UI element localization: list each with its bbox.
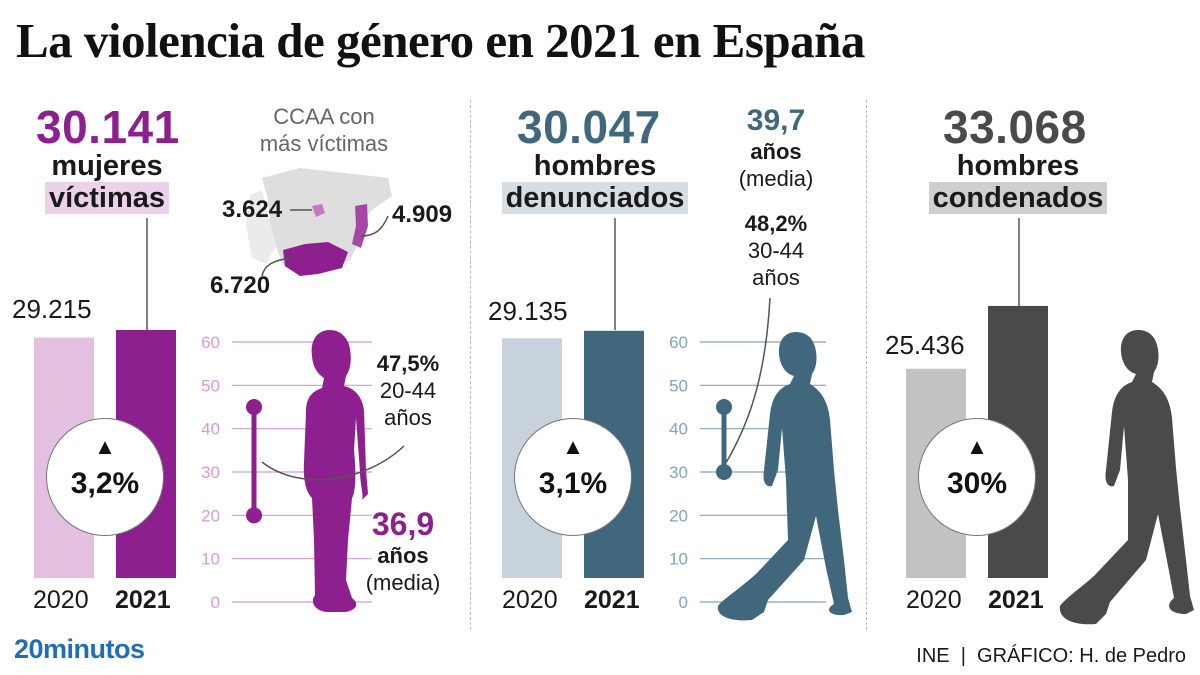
victims-total: 30.141 (36, 101, 180, 153)
map-value-madrid: 3.624 (222, 196, 283, 223)
victims-mean-label: (media) (365, 570, 441, 595)
reported-mean-note: 39,7 años (media) (728, 104, 824, 192)
reported-range-unit: años (752, 265, 800, 290)
victims-range-annotation-line (261, 445, 405, 481)
reported-range-note: 48,2% 30-44 años (728, 210, 824, 291)
victims-age-axis-tick-label: 10 (201, 550, 220, 569)
woman-silhouette (303, 330, 368, 612)
victims-mean-unit: años (377, 543, 429, 568)
convicted-label: hombres condenados (918, 150, 1118, 214)
reported-age-axis-tick-label: 30 (669, 463, 688, 482)
reported-range-annotation-line (723, 297, 771, 467)
reported-age-range-endpoint (716, 399, 732, 415)
victims-age-range-endpoint (246, 399, 262, 415)
convicted-total: 33.068 (943, 101, 1087, 153)
up-arrow-icon: ▲ (966, 434, 988, 459)
reported-mean-unit: años (750, 139, 802, 164)
man-silhouette-reported (717, 332, 852, 621)
victims-range-pct: 47,5% (376, 351, 440, 376)
map-value-valencia: 4.909 (392, 201, 453, 228)
victims-mean-note: 36,9 años (media) (350, 506, 456, 596)
convicted-label-line2: condenados (928, 182, 1108, 214)
map-title-line2: más víctimas (259, 131, 389, 156)
victims-age-axis-tick-label: 30 (201, 463, 220, 482)
victims-mean-value: 36,9 (371, 506, 435, 542)
man-silhouette-convicted (1059, 330, 1194, 625)
victims-age-axis-tick-label: 40 (201, 420, 220, 439)
reported-age-axis-tick-label: 10 (669, 550, 688, 569)
reported-range-pct: 48,2% (744, 211, 808, 236)
reported-age-axis-tick-label: 0 (679, 593, 688, 612)
age-range-markers (246, 399, 732, 524)
map-title: CCAA con más víctimas (244, 103, 404, 157)
victims-change-value: 3,2% (70, 467, 140, 500)
reported-label: hombres denunciados (478, 150, 712, 214)
reported-age-range-endpoint (716, 464, 732, 480)
page-title: La violencia de género en 2021 en España (16, 13, 865, 68)
map-title-line1: CCAA con (273, 104, 375, 129)
up-arrow-icon: ▲ (562, 434, 584, 459)
reported-age-axis-tick-label: 50 (669, 376, 688, 395)
up-arrow-icon: ▲ (94, 434, 116, 459)
convicted-year-2020: 2020 (906, 586, 962, 614)
victims-year-2020: 2020 (33, 586, 89, 614)
victims-range-unit: años (384, 405, 432, 430)
madrid-region (312, 204, 325, 217)
panel-separator-2 (866, 100, 867, 630)
andalucia-pointer (261, 257, 293, 277)
spain-map (246, 168, 392, 277)
reported-label-line2: denunciados (501, 182, 689, 214)
reported-mean-value: 39,7 (746, 104, 806, 137)
victims-age-axis-tick-label: 0 (211, 593, 220, 612)
reported-year-2020: 2020 (502, 586, 558, 614)
reported-change-badge: ▲ 3,1% (514, 418, 632, 536)
reported-change-value: 3,1% (538, 467, 608, 500)
reported-year-2021: 2021 (584, 586, 640, 614)
valencia-pointer (360, 215, 389, 237)
valencia-region (352, 204, 368, 248)
victims-age-range-endpoint (246, 507, 262, 524)
reported-total: 30.047 (517, 101, 661, 153)
reported-label-line1: hombres (533, 150, 657, 182)
source-credit: INE | GRÁFICO: H. de Pedro (916, 645, 1186, 667)
convicted-label-line1: hombres (956, 150, 1080, 182)
victims-age-axis-tick-label: 20 (201, 506, 220, 525)
reported-age-axis-tick-label: 60 (669, 333, 688, 352)
victims-year-2021: 2021 (115, 586, 171, 614)
panel-separator-1 (470, 100, 471, 630)
victims-age-axis-tick-label: 50 (201, 376, 220, 395)
reported-range-ages: 30-44 (747, 238, 805, 263)
convicted-change-value: 30% (946, 467, 1008, 500)
victims-label-line2: víctimas (44, 182, 170, 214)
andalucia-region (283, 242, 348, 276)
victims-label: mujeres víctimas (12, 150, 202, 214)
victims-range-ages: 20-44 (379, 378, 437, 403)
brand-logo: 20minutos (14, 634, 145, 664)
map-value-andalucia: 6.720 (210, 272, 271, 299)
victims-prev-value: 29.215 (12, 294, 92, 324)
victims-change-badge: ▲ 3,2% (46, 418, 164, 536)
convicted-year-2021: 2021 (988, 586, 1044, 614)
portugal-shape (246, 190, 276, 264)
reported-age-axis-tick-label: 40 (669, 420, 688, 439)
victims-range-note: 47,5% 20-44 años (362, 350, 454, 431)
victims-label-line1: mujeres (51, 150, 163, 182)
reported-prev-value: 29.135 (488, 296, 568, 326)
reported-age-axis-tick-label: 20 (669, 506, 688, 525)
reported-mean-label: (media) (738, 166, 814, 191)
convicted-prev-value: 25.436 (885, 330, 965, 360)
victims-age-axis-tick-label: 60 (201, 333, 220, 352)
convicted-change-badge: ▲ 30% (918, 418, 1036, 536)
